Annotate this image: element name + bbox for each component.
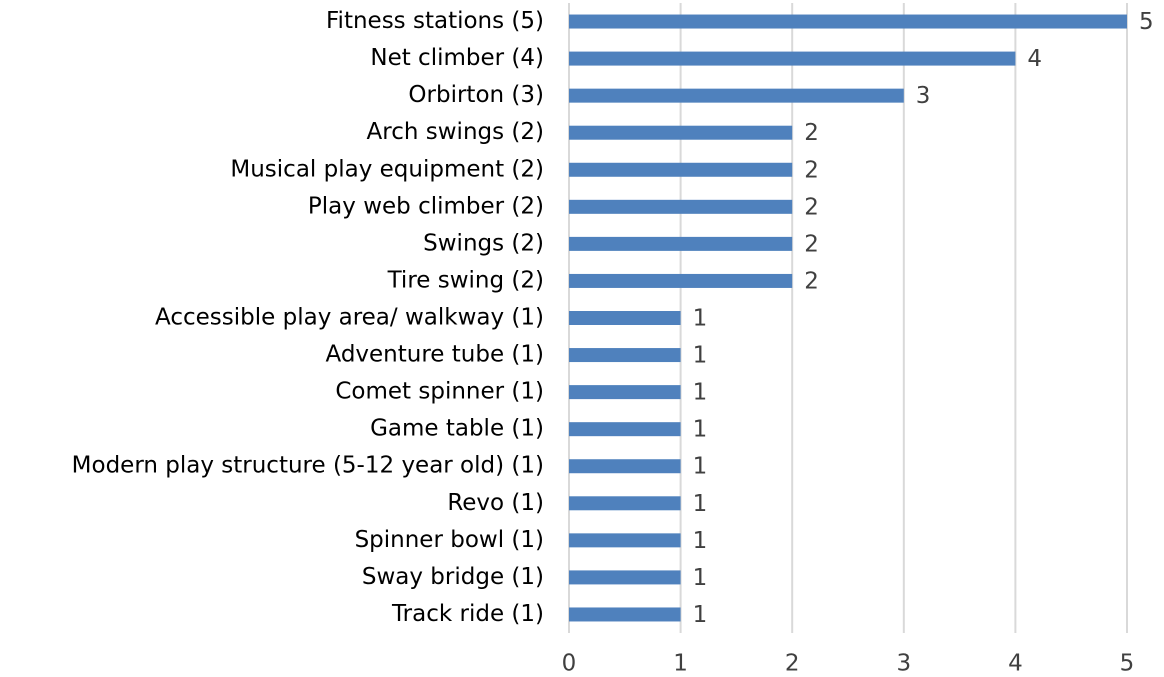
bar bbox=[569, 88, 904, 103]
bar bbox=[569, 14, 1127, 29]
value-label: 1 bbox=[693, 343, 708, 369]
bar bbox=[569, 236, 793, 251]
value-label: 1 bbox=[693, 417, 708, 443]
value-label: 2 bbox=[804, 268, 819, 294]
y-tick-label: Orbirton (3) bbox=[408, 82, 544, 108]
y-tick-label: Play web climber (2) bbox=[308, 193, 544, 219]
y-tick-label: Arch swings (2) bbox=[367, 119, 544, 145]
bar bbox=[569, 311, 681, 325]
y-tick-label: Spinner bowl (1) bbox=[355, 527, 544, 553]
bar bbox=[569, 459, 681, 474]
bar bbox=[569, 125, 793, 140]
x-tick-label: 5 bbox=[1120, 651, 1135, 677]
y-tick-label: Accessible play area/ walkway (1) bbox=[155, 305, 544, 331]
bar bbox=[569, 162, 793, 177]
value-label: 1 bbox=[693, 528, 708, 554]
y-tick-label: Modern play structure (5-12 year old) (1… bbox=[72, 453, 544, 479]
bar bbox=[569, 570, 681, 585]
value-label: 4 bbox=[1027, 46, 1042, 72]
y-tick-label: Swings (2) bbox=[423, 230, 544, 256]
value-label: 2 bbox=[804, 231, 819, 257]
y-tick-label: Fitness stations (5) bbox=[326, 8, 544, 34]
x-tick-label: 3 bbox=[896, 651, 911, 677]
value-label: 1 bbox=[693, 380, 708, 406]
bar bbox=[569, 51, 1016, 66]
value-label: 2 bbox=[804, 120, 819, 146]
y-tick-label: Sway bridge (1) bbox=[362, 564, 544, 590]
y-tick-label: Adventure tube (1) bbox=[325, 342, 544, 368]
bar bbox=[569, 348, 681, 363]
y-tick-label: Track ride (1) bbox=[391, 601, 544, 627]
y-tick-label: Net climber (4) bbox=[370, 45, 544, 71]
x-tick-label: 0 bbox=[562, 651, 577, 677]
x-tick-label: 2 bbox=[785, 651, 800, 677]
y-tick-label: Musical play equipment (2) bbox=[230, 156, 544, 182]
value-label: 2 bbox=[804, 194, 819, 220]
value-label: 2 bbox=[804, 157, 819, 183]
y-tick-label: Comet spinner (1) bbox=[335, 379, 544, 405]
bar bbox=[569, 533, 681, 548]
bar bbox=[569, 273, 793, 288]
bar bbox=[569, 422, 681, 437]
y-tick-label: Game table (1) bbox=[370, 416, 544, 442]
bar bbox=[569, 199, 793, 214]
value-label: 1 bbox=[693, 306, 708, 332]
value-label: 1 bbox=[693, 454, 708, 480]
bar bbox=[569, 385, 681, 400]
value-label: 5 bbox=[1139, 9, 1154, 35]
bar bbox=[569, 607, 681, 622]
bar bbox=[569, 496, 681, 511]
y-tick-label: Tire swing (2) bbox=[387, 267, 544, 293]
value-label: 3 bbox=[916, 83, 931, 109]
value-label: 1 bbox=[693, 565, 708, 591]
x-tick-label: 4 bbox=[1008, 651, 1023, 677]
y-tick-label: Revo (1) bbox=[447, 490, 544, 516]
value-label: 1 bbox=[693, 602, 708, 628]
x-tick-label: 1 bbox=[673, 651, 688, 677]
value-label: 1 bbox=[693, 491, 708, 517]
